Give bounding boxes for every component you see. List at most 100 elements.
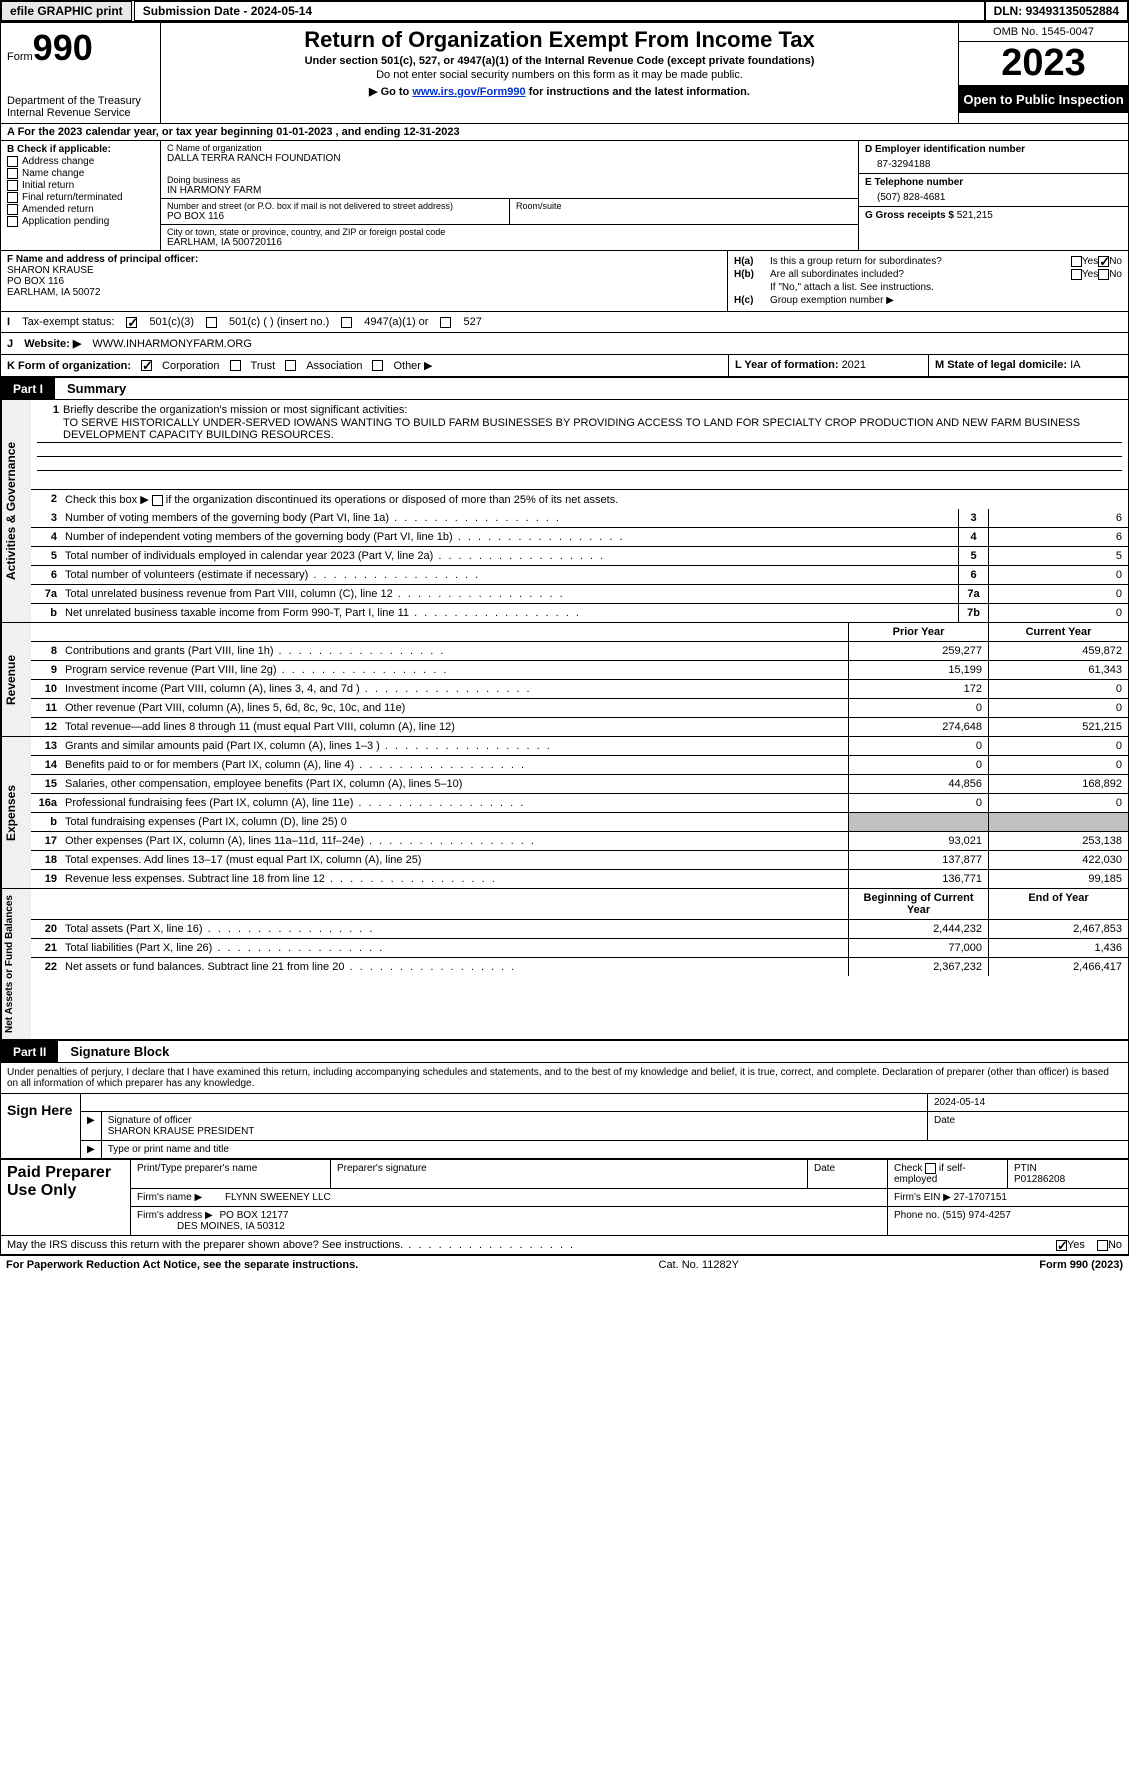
header-mid: Return of Organization Exempt From Incom… bbox=[161, 23, 958, 123]
signature-block: Under penalties of perjury, I declare th… bbox=[0, 1063, 1129, 1159]
chk-address-change[interactable]: Address change bbox=[7, 156, 154, 167]
chk-amended-return[interactable]: Amended return bbox=[7, 204, 154, 215]
ha-no-checkbox[interactable] bbox=[1098, 256, 1109, 267]
b: 7a bbox=[958, 585, 988, 603]
opt-other: Other ▶ bbox=[393, 359, 432, 372]
chk-final-return[interactable]: Final return/terminated bbox=[7, 192, 154, 203]
opt-4947: 4947(a)(1) or bbox=[364, 316, 428, 328]
opt-501c3: 501(c)(3) bbox=[149, 316, 194, 328]
sig-date: 2024-05-14 bbox=[928, 1094, 1128, 1111]
d: Net unrelated business taxable income fr… bbox=[61, 604, 958, 622]
q2-post: if the organization discontinued its ope… bbox=[166, 494, 619, 506]
c: 2,467,853 bbox=[988, 920, 1128, 938]
col-c: C Name of organization DALLA TERRA RANCH… bbox=[161, 141, 858, 250]
ha-yes-checkbox[interactable] bbox=[1071, 256, 1082, 267]
gross-label: G Gross receipts $ bbox=[865, 210, 957, 221]
officer-addr2: EARLHAM, IA 50072 bbox=[7, 287, 721, 298]
hb-row: H(b) Are all subordinates included? Yes … bbox=[734, 269, 1122, 280]
link-post: for instructions and the latest informat… bbox=[526, 86, 750, 98]
d: Benefits paid to or for members (Part IX… bbox=[61, 756, 848, 774]
chk-assoc[interactable] bbox=[285, 360, 296, 371]
opt-trust: Trust bbox=[251, 360, 276, 372]
line-8: 8Contributions and grants (Part VIII, li… bbox=[31, 642, 1128, 661]
c: 0 bbox=[988, 699, 1128, 717]
chk-self-employed[interactable] bbox=[925, 1163, 936, 1174]
officer-name: SHARON KRAUSE bbox=[7, 265, 721, 276]
chk-501c3[interactable] bbox=[126, 317, 137, 328]
p: 0 bbox=[848, 756, 988, 774]
d: Total fundraising expenses (Part IX, col… bbox=[61, 813, 848, 831]
chk-discontinued[interactable] bbox=[152, 495, 163, 506]
chk-other[interactable] bbox=[372, 360, 383, 371]
d: Other revenue (Part VIII, column (A), li… bbox=[61, 699, 848, 717]
line-7b: bNet unrelated business taxable income f… bbox=[31, 604, 1128, 622]
block-fh: F Name and address of principal officer:… bbox=[0, 251, 1129, 312]
prep-sig-label: Preparer's signature bbox=[331, 1160, 808, 1188]
chk-trust[interactable] bbox=[230, 360, 241, 371]
no-label: No bbox=[1109, 269, 1122, 280]
b: 6 bbox=[958, 566, 988, 584]
irs-link[interactable]: www.irs.gov/Form990 bbox=[412, 86, 525, 98]
mission-blank-2 bbox=[37, 457, 1122, 471]
chk-label: Application pending bbox=[22, 216, 109, 227]
chk-initial-return[interactable]: Initial return bbox=[7, 180, 154, 191]
discuss-no-checkbox[interactable] bbox=[1097, 1240, 1108, 1251]
hb-no-checkbox[interactable] bbox=[1098, 269, 1109, 280]
mission-blank-1 bbox=[37, 443, 1122, 457]
mission-q: Briefly describe the organization's miss… bbox=[63, 404, 407, 416]
firm-phone-cell: Phone no. (515) 974-4257 bbox=[888, 1207, 1128, 1235]
opt-corp: Corporation bbox=[162, 360, 219, 372]
line-7a: 7aTotal unrelated business revenue from … bbox=[31, 585, 1128, 604]
p: 0 bbox=[848, 794, 988, 812]
l-val: 2021 bbox=[842, 359, 866, 371]
line-19: 19Revenue less expenses. Subtract line 1… bbox=[31, 870, 1128, 888]
date-label: Date bbox=[928, 1112, 1128, 1140]
side-activities: Activities & Governance bbox=[1, 400, 31, 622]
p: 2,444,232 bbox=[848, 920, 988, 938]
ein-cell: D Employer identification number 87-3294… bbox=[859, 141, 1128, 174]
col-d: D Employer identification number 87-3294… bbox=[858, 141, 1128, 250]
link-pre: Go to bbox=[381, 86, 413, 98]
part-1-title: Summary bbox=[55, 378, 1128, 399]
p: 274,648 bbox=[848, 718, 988, 736]
part-1-header: Part I Summary bbox=[0, 377, 1129, 400]
efile-print-button[interactable]: efile GRAPHIC print bbox=[1, 1, 132, 21]
col-b-label: B Check if applicable: bbox=[7, 144, 154, 155]
hb-yes-checkbox[interactable] bbox=[1071, 269, 1082, 280]
firm-name-cell: Firm's name ▶ FLYNN SWEENEY LLC bbox=[131, 1189, 888, 1206]
line-16a: 16aProfessional fundraising fees (Part I… bbox=[31, 794, 1128, 813]
discuss-yes-checkbox[interactable] bbox=[1056, 1240, 1067, 1251]
arrow-icon: ▶ bbox=[81, 1141, 102, 1158]
chk-501c[interactable] bbox=[206, 317, 217, 328]
chk-4947[interactable] bbox=[341, 317, 352, 328]
c: 168,892 bbox=[988, 775, 1128, 793]
m-val: IA bbox=[1070, 359, 1080, 371]
chk-name-change[interactable]: Name change bbox=[7, 168, 154, 179]
prep-header-row: Print/Type preparer's name Preparer's si… bbox=[131, 1160, 1128, 1189]
hc-row: H(c) Group exemption number ▶ bbox=[734, 295, 1122, 306]
form-prefix: Form bbox=[7, 51, 33, 63]
line-16b: bTotal fundraising expenses (Part IX, co… bbox=[31, 813, 1128, 832]
chk-application-pending[interactable]: Application pending bbox=[7, 216, 154, 227]
footer: For Paperwork Reduction Act Notice, see … bbox=[0, 1255, 1129, 1274]
no-label: No bbox=[1108, 1239, 1122, 1251]
j-label: J bbox=[7, 338, 13, 350]
checkbox-icon bbox=[7, 204, 18, 215]
n: 4 bbox=[31, 528, 61, 546]
omb-number: OMB No. 1545-0047 bbox=[959, 23, 1128, 42]
chk-label: Final return/terminated bbox=[22, 192, 123, 203]
firm-addr-row: Firm's address ▶ PO BOX 12177 DES MOINES… bbox=[131, 1207, 1128, 1235]
type-label: Type or print name and title bbox=[102, 1141, 1128, 1158]
b: 7b bbox=[958, 604, 988, 622]
chk-corp[interactable] bbox=[141, 360, 152, 371]
form-subtitle-2: Do not enter social security numbers on … bbox=[165, 69, 954, 81]
p: 259,277 bbox=[848, 642, 988, 660]
l-label: L Year of formation: bbox=[735, 359, 842, 371]
net-assets-section: Net Assets or Fund Balances Beginning of… bbox=[0, 889, 1129, 1040]
gross-cell: G Gross receipts $ 521,215 bbox=[859, 207, 1128, 224]
tel: (507) 828-4681 bbox=[865, 188, 1122, 203]
sub-date-value: 2024-05-14 bbox=[251, 4, 312, 18]
chk-527[interactable] bbox=[440, 317, 451, 328]
ein: 87-3294188 bbox=[865, 155, 1122, 170]
k-left: K Form of organization: Corporation Trus… bbox=[1, 355, 728, 376]
